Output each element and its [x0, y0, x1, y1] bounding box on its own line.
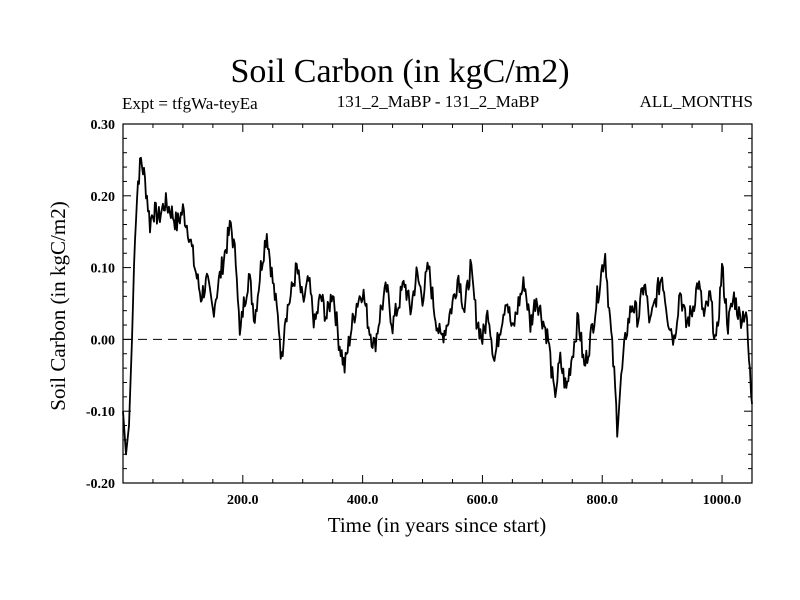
- x-tick-label: 600.0: [467, 493, 499, 508]
- y-tick-label: 0.30: [91, 118, 116, 133]
- y-tick-label: -0.10: [86, 405, 115, 420]
- x-tick-label: 200.0: [227, 493, 259, 508]
- period-label: 131_2_MaBP - 131_2_MaBP: [336, 92, 540, 111]
- chart-title: Soil Carbon (in kgC/m2): [230, 53, 570, 90]
- plot-frame: [122, 123, 753, 484]
- x-tick-label: 800.0: [586, 493, 618, 508]
- y-tick-label: 0.20: [91, 190, 116, 205]
- x-tick-label: 400.0: [347, 493, 379, 508]
- y-tick-label: -0.20: [86, 477, 115, 492]
- x-tick-label: 1000.0: [703, 493, 742, 508]
- x-axis-title: Time (in years since start): [328, 513, 547, 537]
- y-axis-title: Soil Carbon (in kgC/m2): [46, 201, 70, 410]
- experiment-label: Expt = tfgWa-teyEa: [122, 94, 258, 113]
- y-tick-label: 0.00: [91, 333, 116, 348]
- months-label: ALL_MONTHS: [639, 92, 753, 111]
- y-tick-label: 0.10: [91, 262, 116, 277]
- data-series-line: [122, 156, 753, 456]
